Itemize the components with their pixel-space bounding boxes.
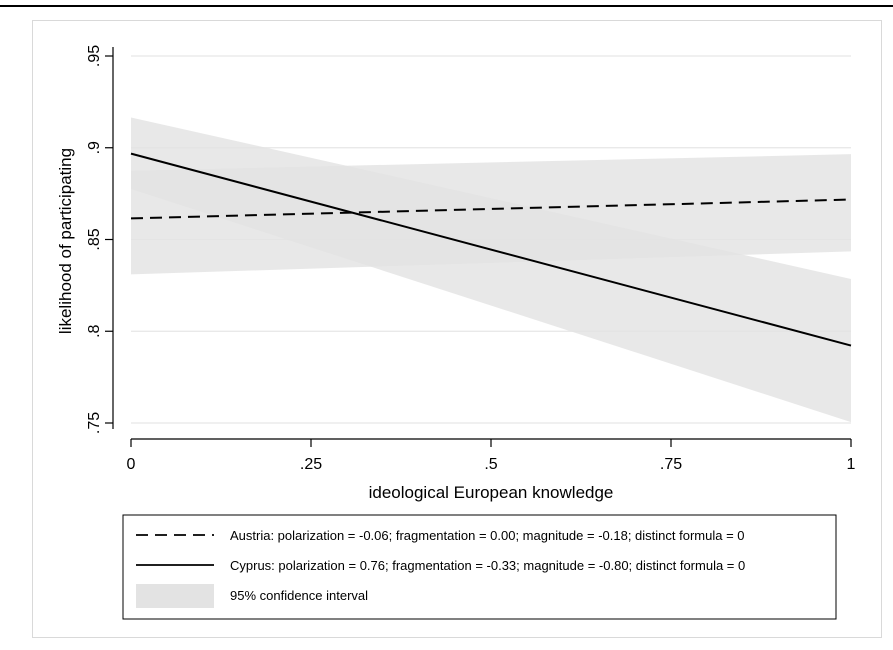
ticks: .75 .8 .85 .9 .95 0 .25 .5 .75 1: [86, 45, 856, 473]
x-tick-label: .5: [484, 456, 497, 473]
x-tick-label: 1: [847, 456, 856, 473]
y-tick-label: .9: [86, 141, 103, 154]
series-line-austria: [130, 198, 852, 220]
y-axis-title: likelihood of participating: [56, 148, 75, 334]
legend-label-austria: Austria: polarization = -0.06; fragmenta…: [230, 528, 745, 543]
x-tick-label: .75: [660, 456, 682, 473]
x-tick-label: .25: [300, 456, 322, 473]
ci-band-cyprus: [131, 117, 851, 423]
legend-box: [122, 514, 837, 620]
legend: Austria: polarization = -0.06; fragmenta…: [122, 514, 837, 620]
y-tick-label: .75: [86, 412, 103, 434]
series-lines: [130, 152, 852, 347]
confidence-bands: [131, 117, 851, 423]
legend-key-ci: [136, 584, 214, 608]
x-tick-label: 0: [127, 456, 136, 473]
series-line-cyprus: [130, 152, 852, 347]
y-tick-label: .95: [86, 45, 103, 67]
y-tick-label: .85: [86, 228, 103, 250]
x-axis-title: ideological European knowledge: [369, 483, 614, 502]
top-rule: [0, 5, 893, 7]
legend-label-ci: 95% confidence interval: [230, 588, 368, 603]
y-tick-label: .8: [86, 324, 103, 337]
legend-label-cyprus: Cyprus: polarization = 0.76; fragmentati…: [230, 558, 745, 573]
